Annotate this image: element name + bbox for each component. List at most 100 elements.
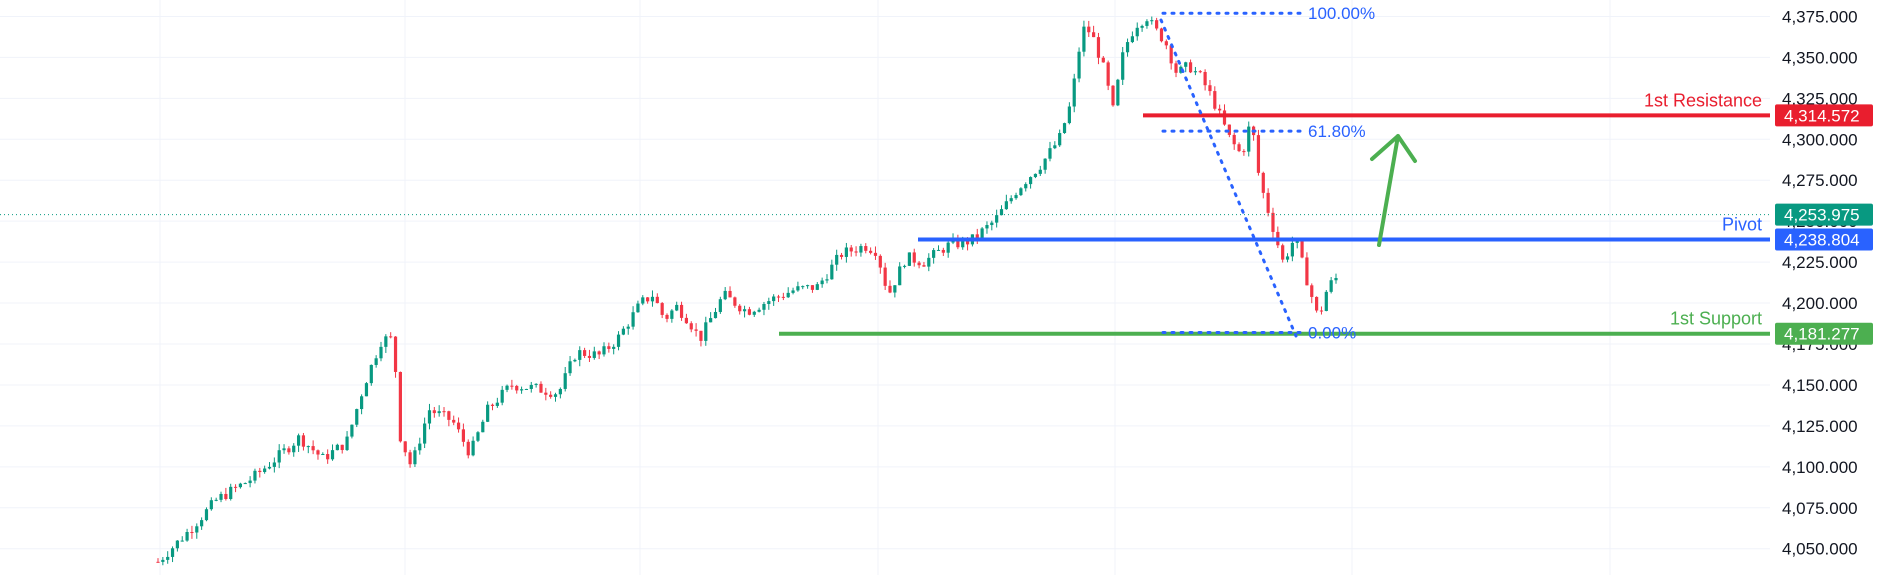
- y-tick-label: 4,350.000: [1782, 48, 1858, 67]
- resistance-label: 1st Resistance: [1644, 90, 1762, 110]
- y-tick-label: 4,225.000: [1782, 253, 1858, 272]
- y-tick-label: 4,375.000: [1782, 7, 1858, 26]
- candle-body: [195, 526, 199, 533]
- candle-body: [796, 286, 800, 291]
- candle-body: [713, 311, 718, 319]
- candle-body: [510, 385, 514, 387]
- candle-body: [1024, 184, 1028, 189]
- candle-body: [573, 359, 577, 362]
- y-tick-label: 4,100.000: [1782, 458, 1858, 477]
- candle-body: [1247, 126, 1251, 152]
- candle-body: [515, 385, 519, 391]
- candle-body: [267, 466, 272, 469]
- candle-body: [1261, 172, 1265, 193]
- candle-body: [185, 532, 189, 541]
- candle-body: [1305, 257, 1309, 286]
- candle-body: [1203, 71, 1207, 86]
- candle-body: [835, 254, 839, 265]
- candle-body: [233, 486, 238, 488]
- candle-body: [534, 383, 538, 385]
- candle-body: [374, 358, 378, 365]
- candle-body: [350, 424, 354, 437]
- candle-body: [1053, 145, 1057, 149]
- candle-body: [1208, 85, 1212, 92]
- candle-body: [781, 296, 785, 298]
- y-tick-label: 4,125.000: [1782, 417, 1858, 436]
- candle-body: [1232, 134, 1236, 145]
- candle-body: [767, 301, 771, 304]
- candle-body: [321, 454, 325, 456]
- candle-body: [1319, 310, 1324, 312]
- candle-body: [413, 450, 417, 465]
- candle-body: [941, 249, 945, 253]
- candle-body: [1116, 79, 1120, 106]
- candle-body: [912, 252, 916, 263]
- candle-body: [762, 303, 766, 310]
- candle-body: [1266, 192, 1270, 213]
- candle-body: [360, 396, 364, 410]
- candle-body: [495, 402, 499, 406]
- candle-body: [296, 435, 301, 446]
- candle-body: [1213, 91, 1217, 109]
- candle-body: [1048, 148, 1052, 159]
- candle-body: [476, 432, 480, 441]
- resistance-price-text: 4,314.572: [1784, 106, 1860, 125]
- candle-body: [471, 440, 475, 456]
- candle-body: [1062, 123, 1067, 134]
- candle-body: [423, 423, 427, 444]
- pivot-price-badge: [1775, 228, 1873, 251]
- candle-body: [791, 290, 795, 293]
- candle-body: [902, 265, 907, 267]
- candle-body: [306, 446, 310, 448]
- candle-body: [612, 346, 616, 349]
- candle-body: [1121, 52, 1125, 80]
- candle-body: [287, 448, 291, 453]
- candle-body: [1082, 26, 1086, 52]
- candle-body: [1014, 195, 1018, 199]
- candle-body: [1290, 242, 1294, 257]
- candle-body: [432, 410, 436, 414]
- candle-body: [1101, 57, 1105, 63]
- candle-body: [219, 493, 223, 500]
- candle-body: [292, 445, 296, 453]
- candle-body: [602, 346, 606, 355]
- candle-body: [529, 384, 533, 389]
- support-label: 1st Support: [1670, 309, 1762, 329]
- candle-body: [689, 323, 693, 330]
- candle-body: [175, 540, 179, 549]
- candle-body: [1285, 256, 1290, 260]
- candle-body: [728, 290, 732, 298]
- candle-body: [253, 470, 257, 481]
- candle-body: [801, 286, 805, 288]
- candle-body: [1218, 108, 1222, 111]
- candle-body: [1145, 21, 1149, 26]
- candle-body: [437, 411, 441, 414]
- candle-body: [1193, 71, 1198, 73]
- candle-body: [1038, 169, 1042, 174]
- candle-body: [490, 404, 495, 406]
- candle-body: [936, 249, 941, 251]
- candle-body: [1184, 62, 1188, 67]
- price-axis: 4,050.000 4,075.000 4,100.000 4,125.000 4,15…: [1782, 7, 1858, 558]
- candle-body: [893, 285, 897, 293]
- candle-body: [393, 336, 398, 372]
- y-tick-label: 4,075.000: [1782, 499, 1858, 518]
- candle-body: [946, 242, 950, 253]
- candle-body: [810, 285, 815, 290]
- candle-body: [898, 266, 902, 286]
- candle-body: [592, 351, 596, 358]
- last-price-badge: [1775, 203, 1873, 226]
- candle-body: [398, 371, 402, 442]
- candle-body: [859, 246, 863, 253]
- support-price-badge: [1775, 322, 1873, 345]
- candle-body: [626, 326, 630, 329]
- candle-body: [568, 361, 572, 374]
- candle-body: [742, 309, 747, 312]
- candle-body: [1174, 63, 1178, 73]
- candlestick-series: [156, 16, 1338, 566]
- candle-body: [805, 285, 810, 287]
- candle-body: [563, 373, 567, 389]
- candle-body: [733, 297, 737, 306]
- candle-body: [558, 388, 562, 395]
